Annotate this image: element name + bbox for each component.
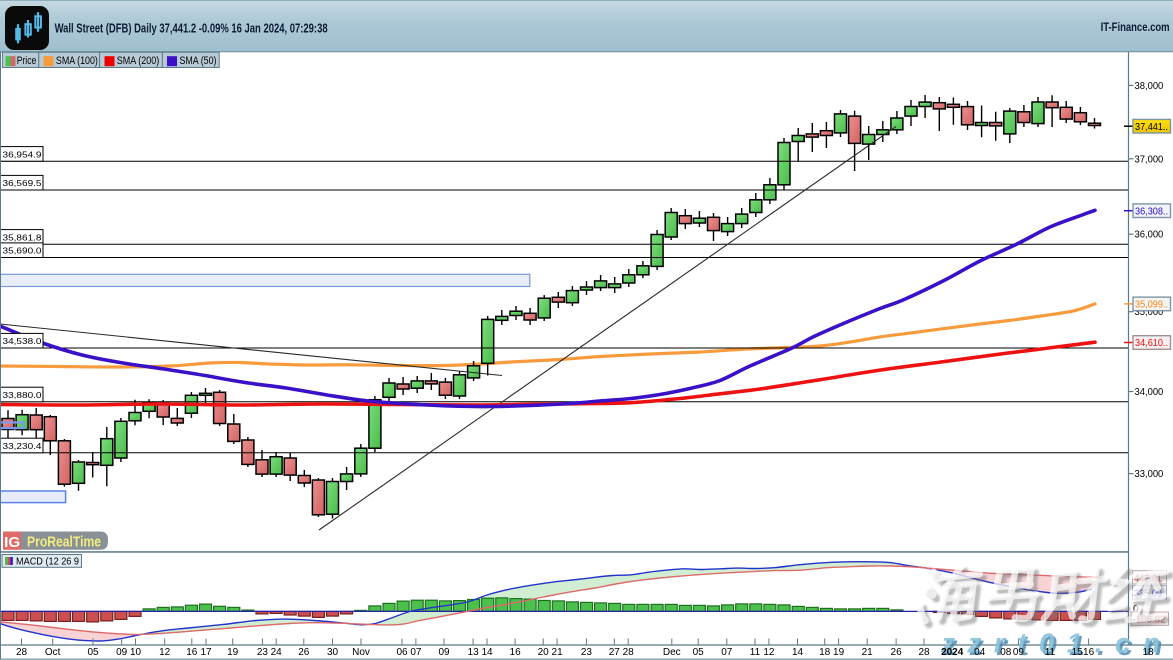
svg-text:14: 14 (481, 647, 493, 658)
svg-text:zzrt01.cn: zzrt01.cn (943, 630, 1163, 660)
svg-text:35,099..: 35,099.. (1135, 300, 1168, 311)
svg-text:SMA (100): SMA (100) (56, 55, 98, 67)
svg-text:30: 30 (327, 647, 339, 658)
svg-text:36,954.9: 36,954.9 (3, 149, 42, 159)
svg-text:28: 28 (623, 647, 635, 658)
svg-text:IG: IG (4, 535, 20, 551)
svg-text:zzrt01.cn: zzrt01.cn (940, 628, 1160, 659)
svg-text:16: 16 (510, 647, 522, 658)
svg-text:16: 16 (186, 647, 198, 658)
svg-text:34,610..: 34,610.. (1135, 338, 1168, 349)
svg-text:23: 23 (581, 647, 593, 658)
svg-text:12: 12 (763, 647, 775, 658)
svg-text:35,861.8: 35,861.8 (3, 232, 42, 242)
svg-text:35,690.0: 35,690.0 (3, 246, 42, 256)
svg-text:Oct: Oct (45, 647, 61, 658)
svg-text:34,000: 34,000 (1135, 387, 1164, 398)
svg-text:20: 20 (538, 647, 550, 658)
svg-text:Dec: Dec (663, 647, 681, 658)
svg-text:38,000: 38,000 (1135, 81, 1164, 92)
svg-text:09: 09 (438, 647, 450, 658)
svg-text:07: 07 (410, 647, 422, 658)
svg-text:12: 12 (159, 647, 171, 658)
svg-text:28: 28 (918, 647, 930, 658)
svg-text:21: 21 (862, 647, 874, 658)
svg-text:11: 11 (750, 647, 761, 658)
svg-text:27: 27 (609, 647, 621, 658)
svg-text:2024: 2024 (941, 647, 964, 658)
svg-text:SMA (50): SMA (50) (180, 55, 217, 67)
svg-text:04: 04 (974, 647, 986, 658)
svg-text:MACD (12 26 9: MACD (12 26 9 (16, 557, 79, 568)
svg-text:21: 21 (552, 647, 564, 658)
svg-text:36,000: 36,000 (1135, 230, 1164, 241)
svg-text:Nov: Nov (352, 647, 370, 658)
svg-text:36,569.5: 36,569.5 (3, 178, 42, 188)
svg-text:15: 15 (1072, 647, 1084, 658)
svg-text:18: 18 (819, 647, 831, 658)
svg-text:06: 06 (396, 647, 408, 658)
svg-text:33,230.4: 33,230.4 (3, 441, 42, 451)
svg-text:Price: Price (17, 55, 37, 67)
svg-text:ProRealTime: ProRealTime (27, 534, 101, 550)
svg-text:05: 05 (87, 647, 99, 658)
svg-text:10: 10 (130, 647, 142, 658)
svg-text:17: 17 (200, 647, 212, 658)
svg-text:Wall Street (DFB) Daily 37,441: Wall Street (DFB) Daily 37,441.2 -0.09% … (55, 22, 328, 36)
svg-text:16: 16 (1083, 647, 1095, 658)
svg-text:26: 26 (298, 647, 310, 658)
svg-text:28: 28 (16, 647, 28, 658)
svg-text:34,538.0: 34,538.0 (3, 336, 42, 346)
svg-text:18: 18 (1142, 647, 1154, 658)
svg-text:36,308..: 36,308.. (1135, 206, 1168, 217)
svg-text:35,000: 35,000 (1135, 307, 1164, 318)
svg-text:19: 19 (833, 647, 845, 658)
svg-text:07: 07 (721, 647, 733, 658)
svg-text:37,441..: 37,441.. (1135, 122, 1168, 133)
svg-text:26: 26 (891, 647, 903, 658)
svg-text:23: 23 (257, 647, 269, 658)
svg-text:05: 05 (693, 647, 705, 658)
svg-text:SMA (200): SMA (200) (117, 55, 160, 67)
svg-text:13: 13 (468, 647, 480, 658)
svg-text:14: 14 (792, 647, 804, 658)
svg-text:37,000: 37,000 (1135, 154, 1164, 165)
svg-text:11: 11 (1045, 647, 1056, 658)
svg-text:33,000: 33,000 (1135, 469, 1164, 480)
svg-text:09: 09 (1013, 647, 1025, 658)
svg-text:19: 19 (227, 647, 239, 658)
svg-text:08: 08 (1000, 647, 1012, 658)
svg-text:IT-Finance.com: IT-Finance.com (1101, 22, 1170, 34)
svg-text:09: 09 (116, 647, 128, 658)
svg-text:24: 24 (271, 647, 283, 658)
svg-text:33,880.0: 33,880.0 (3, 390, 42, 400)
